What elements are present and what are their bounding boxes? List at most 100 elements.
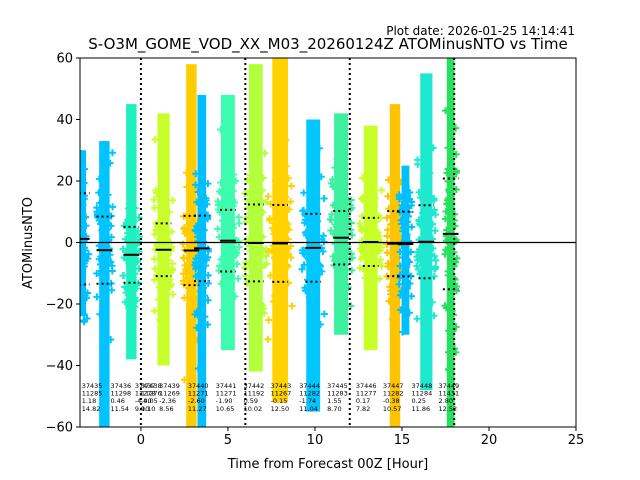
data-point bbox=[388, 233, 396, 241]
data-point bbox=[159, 298, 167, 306]
data-point bbox=[383, 249, 391, 257]
data-point bbox=[81, 165, 89, 173]
data-point bbox=[429, 244, 437, 252]
orbit-annotation-37435: 37435 11285 1.18 14.82 bbox=[82, 382, 103, 413]
data-point bbox=[274, 256, 282, 264]
annotation-line: 8.56 bbox=[159, 405, 173, 413]
data-point bbox=[80, 302, 85, 310]
data-point bbox=[404, 195, 412, 203]
data-point bbox=[214, 225, 222, 233]
data-point bbox=[304, 220, 312, 228]
orbit-group-37442 bbox=[241, 64, 271, 372]
data-point bbox=[224, 233, 232, 241]
data-point bbox=[73, 274, 80, 281]
data-point bbox=[300, 189, 308, 197]
data-point bbox=[312, 213, 320, 221]
data-point bbox=[392, 197, 400, 205]
data-point bbox=[365, 220, 373, 228]
data-point bbox=[220, 181, 228, 189]
data-point bbox=[124, 229, 132, 237]
data-point bbox=[327, 227, 335, 235]
x-tick-label: 5 bbox=[224, 433, 232, 448]
data-point bbox=[308, 229, 316, 237]
annotation-line: 11278 bbox=[135, 390, 156, 398]
data-point bbox=[80, 298, 81, 301]
data-point bbox=[405, 258, 413, 266]
annotation-line: -4.05 bbox=[141, 397, 158, 405]
annotation-line: 37438 bbox=[141, 382, 162, 390]
data-point bbox=[418, 261, 426, 269]
annotation-line: 14.82 bbox=[82, 405, 101, 413]
data-point bbox=[80, 195, 88, 203]
annotation-line: 37435 bbox=[82, 382, 103, 390]
data-point bbox=[369, 286, 377, 294]
data-point bbox=[282, 162, 290, 170]
data-point bbox=[427, 207, 435, 215]
data-point bbox=[231, 199, 239, 207]
data-point bbox=[270, 227, 278, 235]
data-point bbox=[284, 263, 292, 271]
data-point bbox=[252, 217, 260, 225]
annotation-line: 0.59 bbox=[244, 397, 258, 405]
data-point bbox=[249, 267, 257, 275]
data-point bbox=[390, 219, 398, 227]
data-point bbox=[150, 204, 158, 212]
data-point bbox=[194, 365, 202, 373]
data-point bbox=[452, 258, 460, 266]
data-point bbox=[348, 266, 356, 274]
data-point bbox=[431, 227, 439, 235]
data-point bbox=[265, 316, 273, 324]
orbit-group-37437 bbox=[119, 104, 143, 360]
annotation-line: -2.60 bbox=[188, 397, 205, 405]
data-point bbox=[191, 310, 199, 318]
data-point bbox=[179, 270, 187, 278]
data-point bbox=[311, 221, 319, 229]
data-point bbox=[129, 293, 137, 301]
data-point bbox=[80, 223, 81, 226]
data-point bbox=[395, 280, 403, 288]
data-point bbox=[331, 240, 339, 248]
data-point bbox=[335, 244, 343, 252]
data-point bbox=[426, 252, 434, 260]
data-point bbox=[319, 248, 327, 256]
data-point bbox=[287, 254, 295, 262]
annotation-line: 0.25 bbox=[412, 397, 426, 405]
data-point bbox=[80, 308, 84, 316]
data-point bbox=[395, 191, 403, 199]
data-point bbox=[347, 302, 355, 310]
data-point bbox=[251, 196, 259, 204]
data-point bbox=[375, 212, 383, 220]
data-point bbox=[180, 376, 188, 384]
data-point bbox=[73, 221, 80, 228]
data-point bbox=[192, 265, 200, 273]
data-point bbox=[387, 202, 395, 210]
data-point bbox=[298, 265, 306, 273]
data-point bbox=[124, 247, 132, 255]
x-tick-label: 15 bbox=[394, 433, 411, 448]
data-point bbox=[385, 297, 393, 305]
data-point bbox=[128, 172, 136, 180]
data-point bbox=[403, 284, 411, 292]
annotation-line: 1.55 bbox=[327, 397, 341, 405]
data-point bbox=[344, 284, 352, 292]
data-point bbox=[288, 302, 296, 310]
data-point bbox=[302, 229, 310, 237]
annotation-line: 2.80 bbox=[439, 397, 453, 405]
data-point bbox=[367, 293, 375, 301]
annotation-line: 11267 bbox=[271, 390, 292, 398]
data-point bbox=[168, 228, 176, 236]
orbit-annotation-37438: 37438 11276 -4.05 9.10 bbox=[141, 382, 162, 413]
data-point bbox=[383, 214, 391, 222]
data-point bbox=[98, 227, 106, 235]
data-point bbox=[230, 170, 238, 178]
data-point bbox=[311, 273, 319, 281]
data-point bbox=[217, 280, 225, 288]
data-point bbox=[338, 229, 346, 237]
data-point bbox=[444, 165, 452, 173]
data-point bbox=[169, 290, 177, 298]
data-point bbox=[428, 298, 436, 306]
data-point bbox=[334, 191, 342, 199]
data-point bbox=[402, 263, 410, 271]
annotation-line: 12.52 bbox=[439, 405, 458, 413]
